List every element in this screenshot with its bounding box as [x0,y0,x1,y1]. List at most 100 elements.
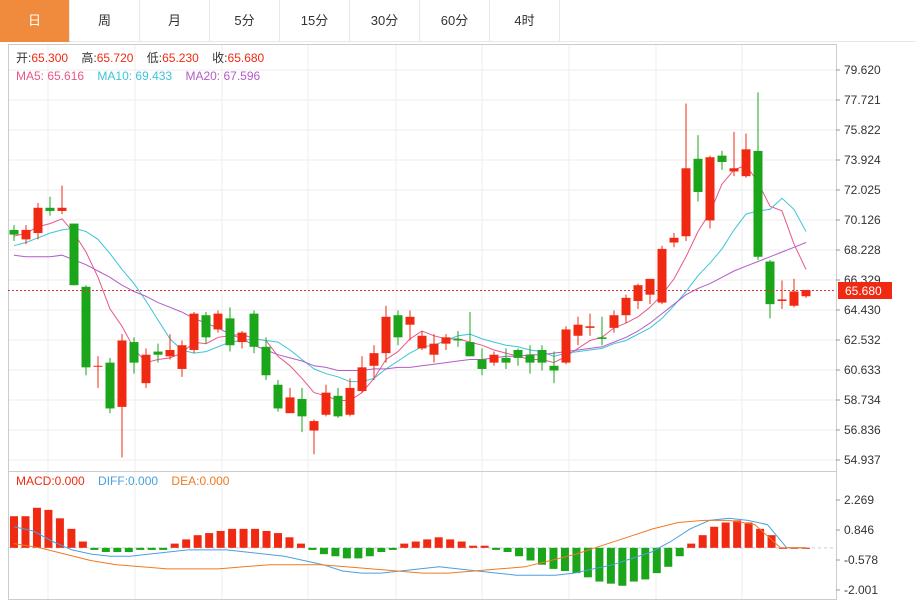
macd-bar [721,522,730,548]
ma10-value: 69.433 [135,69,172,83]
candle-body [441,337,451,344]
dea-line [13,519,806,574]
price-tick-label: 60.633 [844,363,881,377]
candle-body [93,365,103,367]
macd-bar [446,539,455,548]
macd-bar [641,547,650,580]
macd-bar [767,535,776,548]
macd-bar [159,547,168,550]
candle-body [765,261,775,305]
candle-body [561,329,571,363]
candle-body [405,316,415,325]
macd-bar [664,547,673,567]
price-tick-label: 62.532 [844,333,881,347]
candle-body [273,384,283,409]
candle-body [465,342,475,357]
macd-bar [480,545,489,548]
tab-bar-spacer [560,0,916,42]
candle-body [741,149,751,177]
macd-bar [629,547,638,582]
candle-body [381,316,391,354]
candle-body [69,223,79,286]
svg-text:MACD:0.000 DIFF:0.000: MACD:0.000 DIFF:0.000 DEA:0.000 [16,474,230,488]
macd-bar [388,547,397,550]
macd-bar [90,547,99,550]
macd-bar [492,547,501,550]
candle-body [633,285,643,302]
macd-bar [560,547,569,572]
candle-body [9,229,19,235]
ma10-label: MA10: [97,69,135,83]
close-value: 65.680 [228,51,265,65]
tab-60min[interactable]: 60分 [420,0,490,42]
macd-bar [365,547,374,557]
tab-4hour[interactable]: 4时 [490,0,560,42]
tab-5min[interactable]: 5分 [210,0,280,42]
candle-body [177,345,187,369]
candle-body [417,335,427,349]
tab-week[interactable]: 周 [70,0,140,42]
candle-body [597,337,607,339]
candle-body [249,313,259,347]
close-label: 收: [212,51,227,65]
candle-body [81,286,91,368]
macd-bar [790,547,799,549]
macd-histogram [10,507,810,586]
ohlc-readout: 开:65.300 高:65.720 低:65.230 收:65.680 MA5:… [16,50,265,83]
macd-bar [756,528,765,548]
diff-line [13,517,806,576]
macd-bar [710,526,719,548]
macd-bar [113,547,122,553]
macd-bar [228,528,237,548]
candle-body [453,338,463,341]
macd-bar [285,537,294,548]
macd-bar [411,541,420,548]
candle-body [477,359,487,369]
svg-text:开:65.300 高:65.720: 开:65.300 高:65.720 低:65.230 收:65.680 [16,50,265,65]
low-value: 65.230 [162,51,199,65]
macd-tick-label: 0.846 [844,523,874,537]
candle-body [357,367,367,392]
macd-bar [21,516,30,548]
candle-body [261,346,271,376]
price-tick-label: 56.836 [844,423,881,437]
candlesticks [9,92,811,458]
candle-body [153,351,163,355]
macd-bar [744,522,753,548]
macd-bar [572,547,581,574]
macd-bar [652,547,661,574]
candle-body [117,340,127,407]
price-tick-label: 75.822 [844,123,881,137]
tab-month[interactable]: 月 [140,0,210,42]
main-panel-border [8,44,837,472]
tab-15min[interactable]: 15分 [280,0,350,42]
open-value: 65.300 [31,51,68,65]
macd-bar [457,541,466,548]
macd-bar [101,547,110,553]
candle-body [33,207,43,234]
period-tabs: 日 周 月 5分 15分 30分 60分 4时 [0,0,916,42]
price-tick-label: 73.924 [844,153,881,167]
candle-body [585,326,595,328]
price-tick-label: 79.620 [844,63,881,77]
macd-value: 0.000 [55,474,85,488]
macd-bar [10,516,18,548]
ma20-value: 67.596 [223,69,260,83]
tab-30min[interactable]: 30分 [350,0,420,42]
candle-body [237,332,247,343]
candle-body [285,397,295,414]
candle-body [789,291,799,306]
macd-bar [400,543,409,548]
macd-bar [55,518,64,548]
candle-body [645,278,655,295]
macd-tick-label: -2.001 [844,583,878,597]
candle-body [333,395,343,417]
candle-body [489,354,499,363]
macd-bar [354,547,363,559]
macd-bar [606,547,615,584]
tab-day[interactable]: 日 [0,0,70,42]
open-label: 开: [16,51,31,65]
macd-bar [170,543,179,548]
last-price-label: 65.680 [845,284,882,298]
